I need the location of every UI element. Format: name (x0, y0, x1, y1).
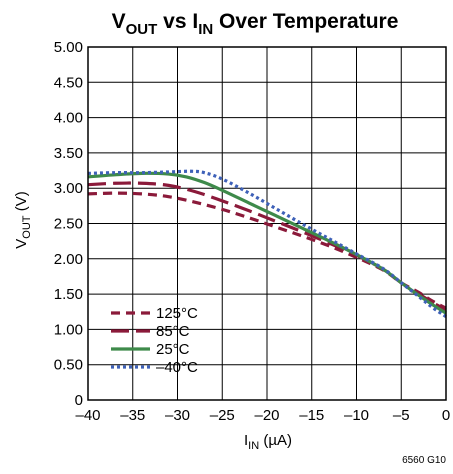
y-tick-label: 0.50 (54, 357, 83, 374)
figure-id: 6560 G10 (402, 455, 446, 466)
y-tick-label: 4.50 (54, 74, 83, 91)
y-tick-label: 1.50 (54, 286, 83, 303)
x-tick-label: –15 (299, 407, 324, 424)
x-tick-label: 0 (442, 407, 450, 424)
x-tick-label: –5 (393, 407, 410, 424)
y-tick-label: 2.50 (54, 216, 83, 233)
x-tick-label: –30 (165, 407, 190, 424)
y-tick-label: 3.00 (54, 180, 83, 197)
x-tick-label: –35 (120, 407, 145, 424)
x-tick-label: –20 (254, 407, 279, 424)
x-axis-label-subscript: IN (248, 440, 259, 452)
title-vout-subscript: OUT (126, 21, 158, 38)
y-tick-label: 0 (75, 392, 83, 409)
y-tick-label: 5.00 (54, 39, 83, 56)
series-line-0 (87, 191, 447, 310)
y-axis-label-subscript: OUT (21, 215, 33, 239)
legend-label: 125°C (156, 305, 198, 322)
y-axis-label: VOUT (V) (13, 191, 33, 248)
legend-label: 85°C (156, 323, 190, 340)
series-line-1 (87, 181, 447, 312)
y-tick-label: 4.00 (54, 110, 83, 127)
chart-title: VOUT vs IIN Over Temperature (112, 10, 399, 38)
y-tick-labels: 0 0.50 1.00 1.50 2.00 2.50 3.00 3.50 4.00 4.50 5.0… (54, 39, 83, 409)
y-tick-label: 3.50 (54, 145, 83, 162)
x-tick-label: –10 (344, 407, 369, 424)
x-axis-label: IIN (µA) (244, 432, 292, 452)
legend-label: 25°C (156, 341, 190, 358)
x-tick-label: –25 (210, 407, 235, 424)
plot-frame (87, 46, 447, 401)
title-iin-subscript: IN (198, 21, 213, 38)
x-tick-label: –40 (75, 407, 100, 424)
x-tick-labels: –40 –35 –30 –25 –20 –15 –10 –5 0 (75, 407, 450, 424)
legend-label: –40°C (156, 359, 198, 376)
series-line-3 (87, 169, 447, 319)
y-tick-label: 2.00 (54, 251, 83, 268)
legend: 125°C85°C25°C–40°C (111, 305, 198, 376)
y-tick-label: 1.00 (54, 321, 83, 338)
series-lines (87, 169, 447, 319)
